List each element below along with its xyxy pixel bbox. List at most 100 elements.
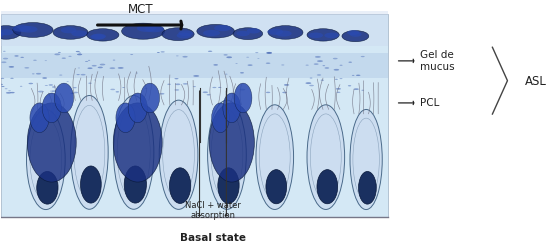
- Ellipse shape: [307, 29, 339, 41]
- Ellipse shape: [48, 84, 53, 86]
- Ellipse shape: [58, 52, 61, 53]
- Ellipse shape: [176, 55, 179, 56]
- Ellipse shape: [324, 33, 339, 38]
- Ellipse shape: [167, 84, 171, 85]
- Ellipse shape: [140, 83, 160, 113]
- Text: MCT: MCT: [128, 3, 153, 16]
- Ellipse shape: [76, 74, 80, 75]
- Ellipse shape: [337, 92, 340, 93]
- Ellipse shape: [80, 166, 101, 203]
- Ellipse shape: [1, 78, 4, 79]
- Ellipse shape: [0, 84, 3, 85]
- Ellipse shape: [202, 91, 208, 93]
- Ellipse shape: [309, 33, 323, 38]
- Ellipse shape: [14, 55, 19, 57]
- Ellipse shape: [113, 103, 162, 182]
- Ellipse shape: [193, 86, 196, 87]
- Ellipse shape: [137, 25, 156, 32]
- Ellipse shape: [197, 24, 234, 38]
- Ellipse shape: [161, 51, 165, 53]
- Ellipse shape: [174, 89, 179, 91]
- Ellipse shape: [30, 103, 49, 133]
- Ellipse shape: [207, 94, 211, 96]
- Ellipse shape: [233, 28, 263, 40]
- Ellipse shape: [28, 103, 76, 182]
- Ellipse shape: [13, 25, 31, 32]
- Ellipse shape: [218, 87, 222, 88]
- Ellipse shape: [350, 109, 382, 210]
- Ellipse shape: [45, 85, 48, 86]
- Ellipse shape: [88, 60, 90, 61]
- Ellipse shape: [24, 67, 29, 69]
- Ellipse shape: [305, 82, 311, 84]
- Ellipse shape: [145, 25, 164, 32]
- Ellipse shape: [223, 93, 241, 123]
- Ellipse shape: [10, 78, 14, 79]
- Ellipse shape: [122, 87, 125, 88]
- Ellipse shape: [282, 92, 287, 93]
- Ellipse shape: [77, 54, 82, 55]
- Ellipse shape: [203, 30, 220, 36]
- Ellipse shape: [207, 100, 246, 209]
- Ellipse shape: [42, 93, 62, 123]
- Ellipse shape: [73, 92, 78, 93]
- Ellipse shape: [1, 61, 7, 63]
- Ellipse shape: [62, 57, 66, 59]
- Ellipse shape: [118, 67, 124, 69]
- Ellipse shape: [59, 75, 62, 76]
- Ellipse shape: [309, 85, 314, 86]
- Ellipse shape: [91, 34, 106, 39]
- Ellipse shape: [356, 75, 360, 76]
- Ellipse shape: [89, 83, 92, 84]
- Ellipse shape: [223, 54, 228, 55]
- Ellipse shape: [348, 85, 351, 86]
- Ellipse shape: [92, 65, 97, 67]
- Ellipse shape: [317, 74, 321, 76]
- Ellipse shape: [124, 166, 146, 203]
- Ellipse shape: [209, 103, 254, 182]
- Ellipse shape: [0, 31, 4, 37]
- Ellipse shape: [266, 62, 271, 64]
- Ellipse shape: [68, 56, 72, 57]
- Ellipse shape: [73, 87, 76, 88]
- Ellipse shape: [335, 79, 338, 80]
- Ellipse shape: [130, 54, 133, 55]
- Ellipse shape: [213, 64, 218, 66]
- Ellipse shape: [183, 56, 188, 58]
- Ellipse shape: [98, 67, 103, 68]
- Ellipse shape: [347, 30, 359, 35]
- Ellipse shape: [246, 57, 249, 58]
- Ellipse shape: [54, 53, 60, 55]
- Ellipse shape: [361, 90, 364, 91]
- Ellipse shape: [19, 26, 37, 33]
- Ellipse shape: [29, 83, 33, 84]
- Ellipse shape: [169, 168, 191, 203]
- Ellipse shape: [218, 168, 239, 203]
- Ellipse shape: [178, 30, 193, 36]
- Ellipse shape: [257, 58, 260, 59]
- Ellipse shape: [236, 31, 250, 36]
- Ellipse shape: [214, 25, 231, 31]
- Ellipse shape: [1, 86, 4, 87]
- Ellipse shape: [113, 96, 154, 209]
- Ellipse shape: [333, 58, 338, 59]
- Ellipse shape: [305, 65, 309, 66]
- Ellipse shape: [354, 88, 359, 90]
- Ellipse shape: [276, 30, 292, 37]
- Ellipse shape: [20, 57, 24, 58]
- Ellipse shape: [33, 60, 37, 61]
- Ellipse shape: [342, 30, 369, 42]
- Ellipse shape: [334, 69, 339, 71]
- Ellipse shape: [317, 60, 323, 62]
- Text: PCL: PCL: [420, 98, 439, 108]
- FancyBboxPatch shape: [1, 53, 388, 78]
- Ellipse shape: [9, 66, 14, 68]
- Ellipse shape: [235, 63, 238, 64]
- Ellipse shape: [193, 75, 199, 77]
- Text: Basal state: Basal state: [180, 233, 246, 243]
- Text: ASL: ASL: [525, 75, 547, 88]
- Ellipse shape: [61, 27, 76, 33]
- Ellipse shape: [175, 83, 180, 85]
- Ellipse shape: [38, 91, 44, 92]
- Ellipse shape: [67, 81, 69, 82]
